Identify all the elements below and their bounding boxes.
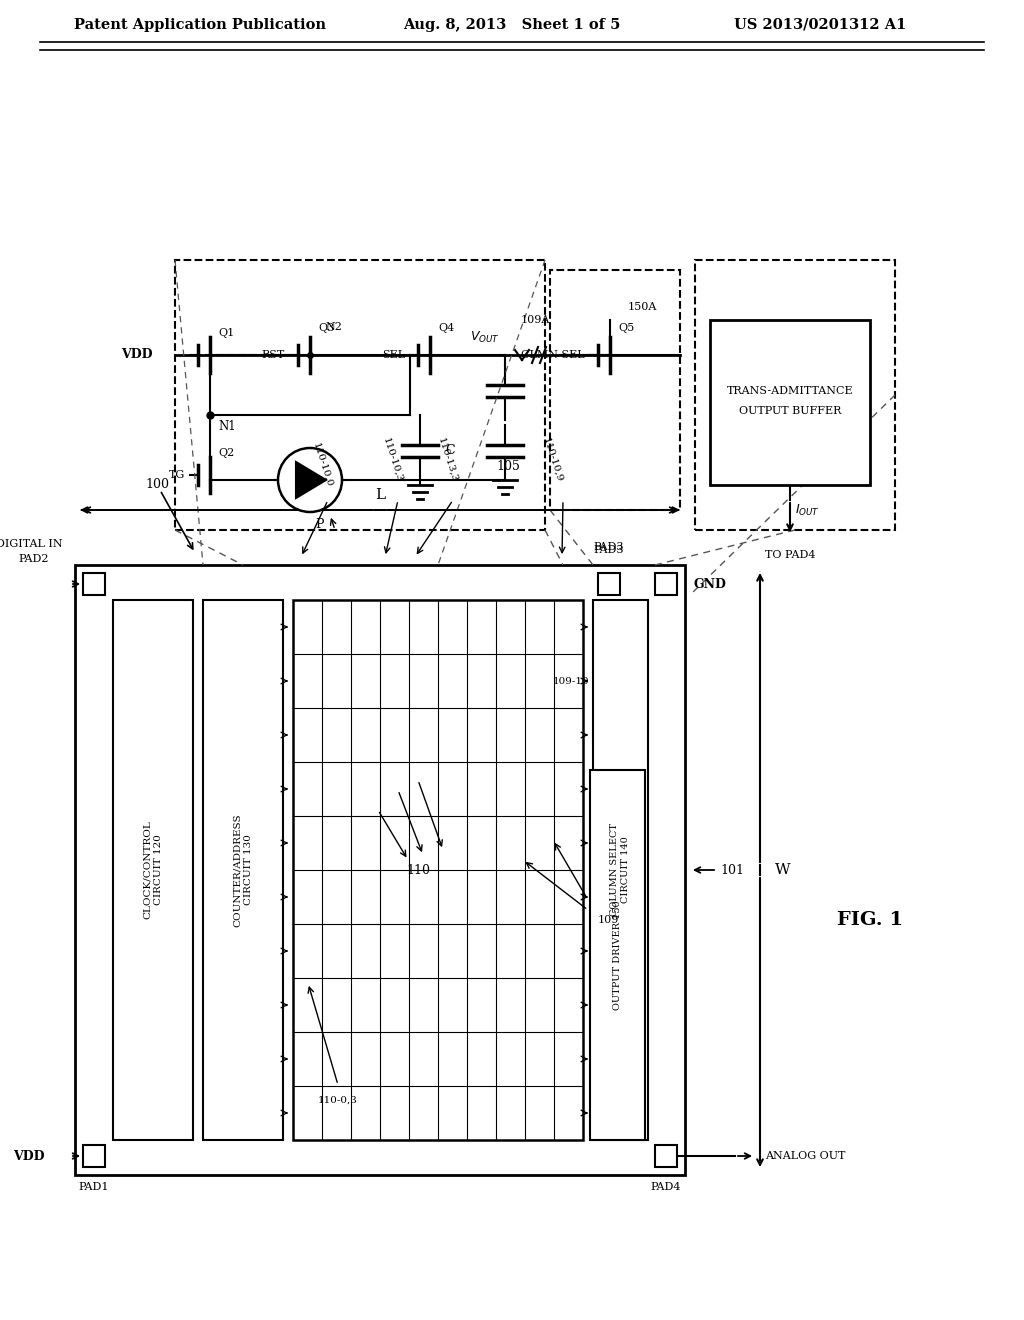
- Bar: [695, 260, 895, 531]
- Text: W: W: [775, 863, 791, 876]
- Bar: [83, 573, 105, 595]
- Text: FIG. 1: FIG. 1: [837, 911, 903, 929]
- Text: 100: 100: [145, 479, 169, 491]
- Text: PAD2: PAD2: [18, 554, 49, 564]
- Text: 109: 109: [598, 915, 620, 925]
- Bar: [113, 601, 193, 1140]
- Bar: [75, 565, 685, 1175]
- Bar: [175, 260, 545, 531]
- Text: CLOCK/CONTROL
CIRCUIT 120: CLOCK/CONTROL CIRCUIT 120: [143, 821, 163, 919]
- Text: OUTPUT BUFFER: OUTPUT BUFFER: [738, 407, 841, 416]
- Text: TRANS-ADMITTANCE: TRANS-ADMITTANCE: [727, 385, 853, 396]
- Text: 110-10,9: 110-10,9: [542, 437, 564, 483]
- Text: P: P: [315, 519, 325, 532]
- Bar: [293, 601, 583, 1140]
- Text: Q4: Q4: [438, 323, 455, 333]
- Text: 109-10: 109-10: [553, 676, 590, 685]
- Text: SEL: SEL: [382, 350, 406, 360]
- Text: PAD4: PAD4: [650, 1181, 681, 1192]
- Text: 150A: 150A: [628, 302, 657, 312]
- Text: OUTPUT DRIVER 150: OUTPUT DRIVER 150: [612, 900, 622, 1010]
- Bar: [655, 573, 677, 595]
- Text: Patent Application Publication: Patent Application Publication: [74, 18, 326, 32]
- Text: COLUMN SELECT
CIRCUIT 140: COLUMN SELECT CIRCUIT 140: [610, 824, 630, 916]
- Text: PAD3: PAD3: [594, 543, 625, 552]
- Bar: [710, 319, 870, 484]
- Text: N2: N2: [325, 322, 342, 333]
- Text: 110-10,3: 110-10,3: [382, 437, 404, 483]
- Bar: [203, 601, 283, 1140]
- Text: TO PAD4: TO PAD4: [765, 550, 815, 560]
- Polygon shape: [296, 462, 326, 498]
- Circle shape: [278, 447, 342, 512]
- Text: PAD1: PAD1: [79, 1181, 110, 1192]
- Text: $V_{OUT}$: $V_{OUT}$: [470, 330, 500, 345]
- Text: VDD: VDD: [122, 348, 153, 362]
- Text: US 2013/0201312 A1: US 2013/0201312 A1: [734, 18, 906, 32]
- Text: COUNTER/ADDRESS
CIRCUIT 130: COUNTER/ADDRESS CIRCUIT 130: [233, 813, 253, 927]
- Text: Q2: Q2: [218, 447, 234, 458]
- Text: Q1: Q1: [218, 327, 234, 338]
- Text: 101: 101: [720, 863, 744, 876]
- Text: $I_{OUT}$: $I_{OUT}$: [795, 503, 820, 517]
- Text: N1: N1: [218, 420, 236, 433]
- Text: ANALOG OUT: ANALOG OUT: [765, 1151, 846, 1162]
- Bar: [655, 1144, 677, 1167]
- Bar: [593, 601, 648, 1140]
- Bar: [550, 271, 680, 510]
- Text: DIGITAL IN: DIGITAL IN: [0, 539, 62, 549]
- Text: VDD: VDD: [13, 1150, 45, 1163]
- Bar: [590, 770, 645, 1140]
- Text: CLMN SEL: CLMN SEL: [521, 350, 585, 360]
- Text: PAD3: PAD3: [594, 545, 625, 554]
- Text: Q3: Q3: [318, 323, 334, 333]
- Text: 110-13,3: 110-13,3: [436, 437, 460, 483]
- Text: RST: RST: [262, 350, 285, 360]
- Text: L: L: [375, 488, 385, 502]
- Text: 110-0,3: 110-0,3: [318, 1096, 358, 1105]
- Text: Q5: Q5: [618, 323, 634, 333]
- Text: C: C: [445, 445, 455, 458]
- Text: Aug. 8, 2013   Sheet 1 of 5: Aug. 8, 2013 Sheet 1 of 5: [403, 18, 621, 32]
- Text: 109A: 109A: [520, 315, 550, 325]
- Text: 110: 110: [406, 863, 430, 876]
- Text: GND: GND: [693, 578, 726, 590]
- Text: 105: 105: [496, 461, 520, 474]
- Bar: [598, 573, 620, 595]
- Text: TG: TG: [169, 470, 185, 480]
- Bar: [83, 1144, 105, 1167]
- Text: 110-10,0: 110-10,0: [311, 441, 335, 488]
